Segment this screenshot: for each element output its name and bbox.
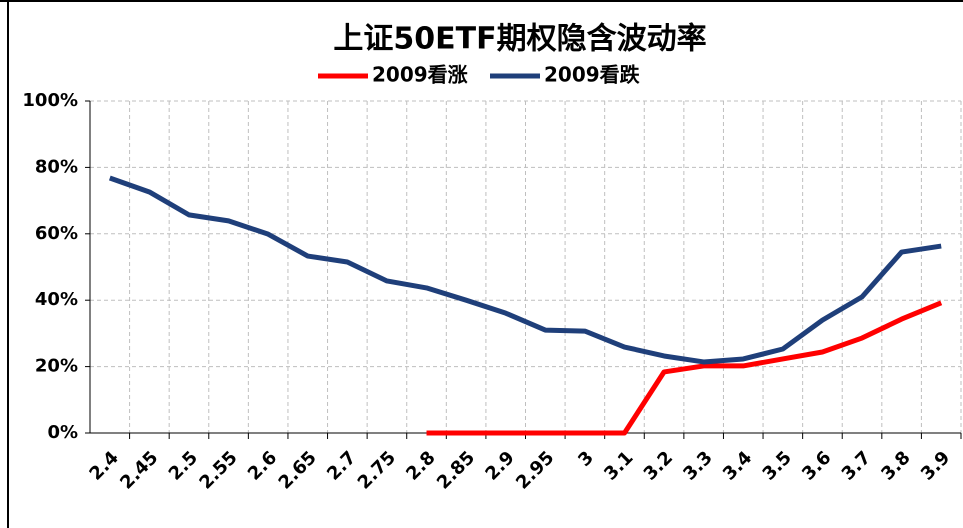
x-tick-label: 2.65 <box>275 447 321 493</box>
x-tick-label: 3.5 <box>759 447 796 484</box>
x-tick-label: 3.2 <box>640 447 677 484</box>
y-tick-label: 40% <box>35 289 78 310</box>
x-tick-label: 3.7 <box>838 447 875 484</box>
x-tick-label: 2.95 <box>512 447 558 493</box>
y-tick-label: 0% <box>47 422 78 443</box>
x-tick-label: 2.75 <box>354 447 400 493</box>
x-tick-label: 3.8 <box>877 447 914 484</box>
series-line <box>426 300 943 436</box>
x-tick-label: 2.85 <box>433 447 479 493</box>
x-tick-label: 3.1 <box>600 447 637 484</box>
y-tick-label: 80% <box>35 156 78 177</box>
x-tick-label: 3 <box>574 447 598 471</box>
y-tick-label: 100% <box>22 90 78 111</box>
x-tick-label: 3.9 <box>917 447 954 484</box>
x-tick-label: 2.55 <box>195 447 241 493</box>
chart-title: 上证50ETF期权隐含波动率 <box>333 22 706 57</box>
x-tick-label: 3.6 <box>798 447 835 484</box>
y-tick-label: 60% <box>35 223 78 244</box>
legend-label: 2009看涨 <box>372 63 468 87</box>
x-tick-label: 3.4 <box>719 447 756 484</box>
x-tick-label: 3.3 <box>679 447 716 484</box>
y-tick-label: 20% <box>35 356 78 377</box>
x-tick-label: 2.45 <box>116 447 162 493</box>
legend-label: 2009看跌 <box>544 63 641 87</box>
series-line <box>108 175 942 365</box>
